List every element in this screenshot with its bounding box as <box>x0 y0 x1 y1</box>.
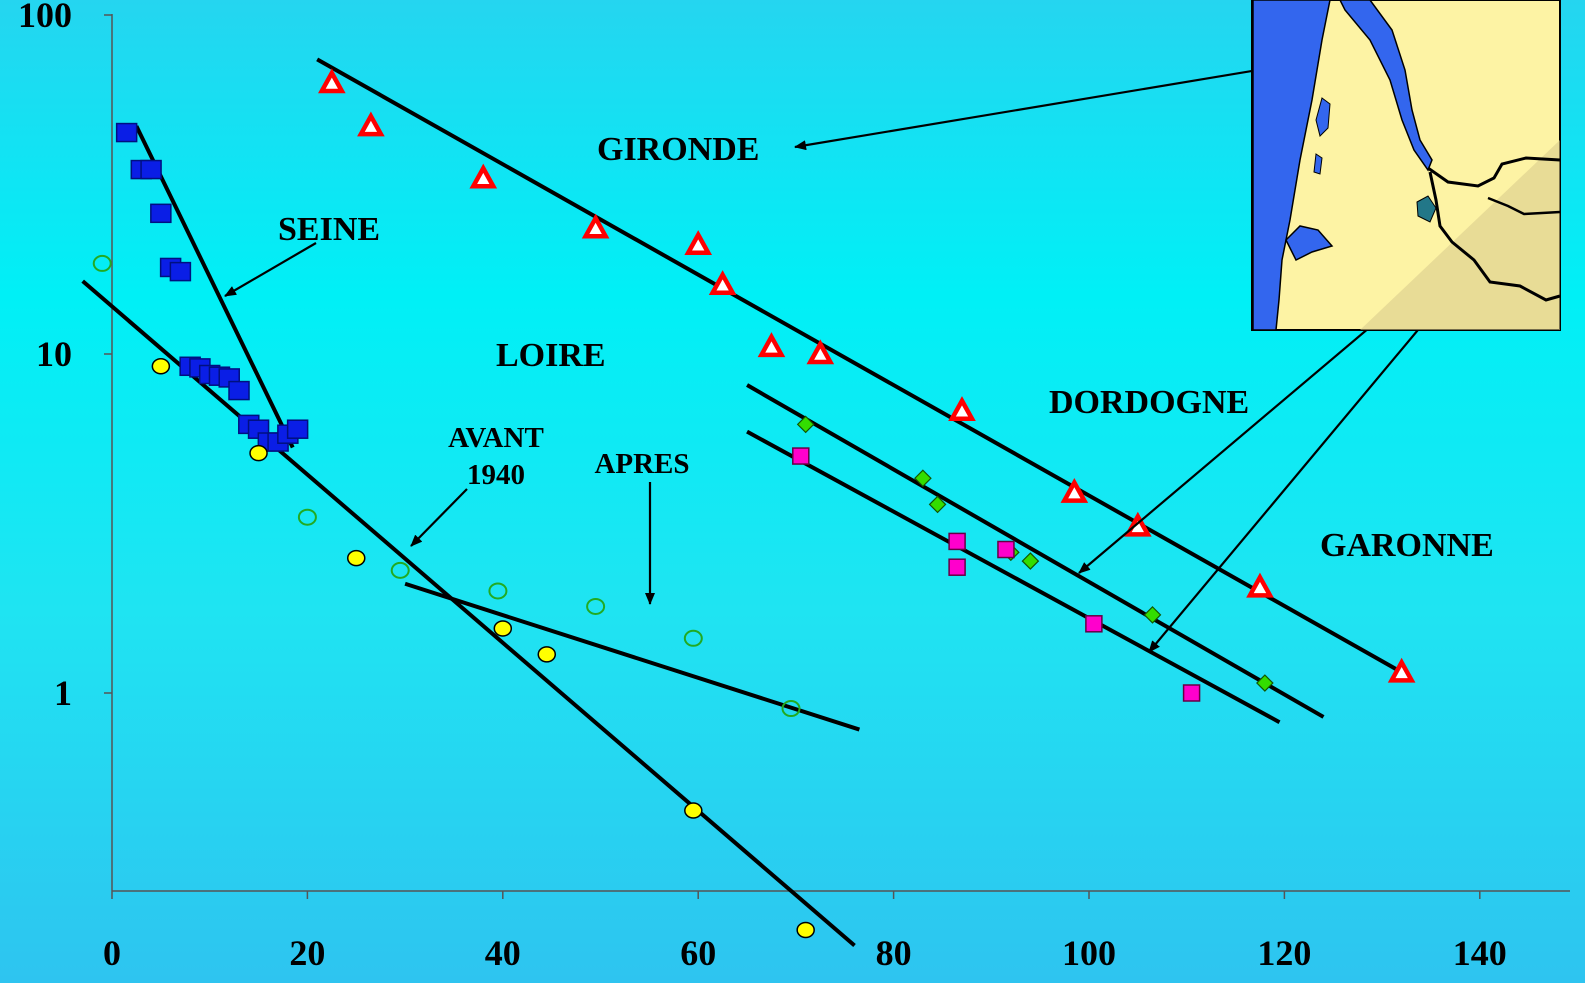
arrow-garonne <box>1148 275 1464 653</box>
data-point <box>914 469 932 488</box>
fit-line-2 <box>404 581 861 732</box>
data-point <box>297 508 317 526</box>
data-points <box>92 68 1416 939</box>
data-point <box>169 261 192 282</box>
map-tributary <box>1487 196 1561 216</box>
label-avant-year: 1940 <box>467 459 525 491</box>
map-lake-1 <box>1315 97 1331 137</box>
x-tick-label: 60 <box>680 933 716 973</box>
map-ocean <box>1252 0 1331 331</box>
data-point <box>347 549 366 567</box>
label-seine: SEINE <box>278 211 380 248</box>
data-point <box>488 582 508 600</box>
data-point <box>469 163 498 189</box>
data-point <box>1143 606 1162 624</box>
x-tick-label: 140 <box>1453 933 1507 973</box>
label-loire: LOIRE <box>496 337 606 374</box>
data-point <box>1246 572 1274 598</box>
x-tick-label: 40 <box>485 933 521 973</box>
x-tick-label: 120 <box>1257 933 1311 973</box>
data-point <box>683 629 703 647</box>
arrow-seine <box>224 242 317 297</box>
data-point <box>708 270 737 296</box>
fit-lines <box>81 57 1408 947</box>
map-arcachon-bay <box>1285 225 1334 262</box>
data-point <box>796 921 815 939</box>
map-lake-2 <box>1313 153 1323 175</box>
map-garonne-river <box>1428 171 1561 302</box>
data-point <box>586 597 606 615</box>
map-island <box>1416 195 1437 223</box>
data-point <box>357 111 385 137</box>
y-tick-label: 10 <box>36 334 72 374</box>
x-tick-label: 0 <box>103 933 121 973</box>
map-dordogne-river <box>1427 156 1561 188</box>
arrow-avant-1940 <box>410 488 468 547</box>
data-point <box>757 332 786 358</box>
data-point <box>1256 674 1274 692</box>
label-gironde: GIRONDE <box>597 131 759 168</box>
data-point <box>115 122 138 143</box>
fit-line-4 <box>746 383 1325 719</box>
label-apres: APRES <box>594 448 689 480</box>
y-tick-label: 100 <box>18 0 72 35</box>
data-point <box>796 415 815 434</box>
data-point <box>1182 684 1201 702</box>
data-point <box>928 495 947 514</box>
map-estuary <box>1339 0 1433 172</box>
axes <box>111 14 1570 892</box>
map-inland-shading <box>1360 140 1560 330</box>
data-point <box>581 213 610 239</box>
data-point <box>390 561 410 579</box>
axis-ticks: 0 20 40 60 80 100 120 140 1 10 100 <box>18 0 1507 973</box>
data-point <box>1124 511 1152 537</box>
label-dordogne: DORDOGNE <box>1049 384 1249 421</box>
fit-line-1 <box>81 279 856 947</box>
fit-line-5 <box>746 429 1281 724</box>
label-garonne: GARONNE <box>1320 527 1494 564</box>
data-point <box>150 203 172 224</box>
y-tick-label: 1 <box>54 673 72 713</box>
data-point <box>537 646 557 663</box>
data-point <box>948 396 976 422</box>
label-avant: AVANT <box>448 422 544 454</box>
data-point <box>684 230 713 256</box>
data-point <box>151 358 171 375</box>
gironde-map-inset <box>1251 0 1561 331</box>
data-point <box>318 68 346 94</box>
data-point <box>948 558 966 576</box>
data-point <box>1387 657 1416 683</box>
data-point <box>249 444 268 462</box>
fit-line-0 <box>134 125 295 449</box>
data-point <box>1060 477 1089 503</box>
data-point <box>792 447 810 465</box>
data-point <box>92 254 112 272</box>
data-point <box>781 700 801 718</box>
x-tick-label: 100 <box>1062 933 1116 973</box>
x-tick-label: 20 <box>289 933 325 973</box>
data-point <box>1021 552 1040 570</box>
data-point <box>286 419 309 439</box>
x-tick-label: 80 <box>876 933 912 973</box>
data-point <box>997 540 1015 559</box>
data-point <box>228 380 250 401</box>
data-point <box>684 802 703 819</box>
data-point <box>948 532 966 551</box>
data-point <box>1085 615 1103 633</box>
fit-line-3 <box>316 57 1408 677</box>
data-point <box>493 620 513 637</box>
data-point <box>140 159 162 180</box>
data-point <box>806 339 835 365</box>
